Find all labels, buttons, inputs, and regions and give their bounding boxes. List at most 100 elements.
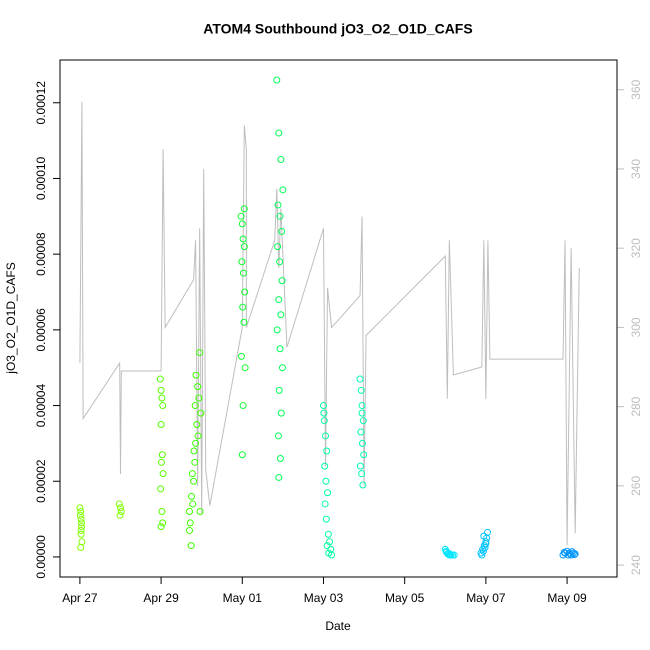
scatter-point — [237, 212, 245, 220]
scatter-point — [159, 402, 167, 410]
scatter-point — [158, 451, 166, 459]
scatter-point — [274, 243, 282, 251]
scatter-point — [478, 551, 486, 559]
scatter-point — [116, 504, 124, 512]
scatter-point — [78, 523, 86, 531]
scatter-point — [446, 550, 454, 558]
scatter-point — [195, 394, 203, 402]
y2-tick-label: 340 — [629, 159, 643, 179]
scatter-point — [274, 201, 282, 209]
scatter-point — [241, 364, 249, 372]
scatter-point — [479, 547, 487, 555]
scatter-point — [359, 417, 367, 425]
scatter-point — [188, 492, 196, 500]
scatter-point — [357, 386, 365, 394]
scatter-point — [276, 212, 284, 220]
scatter-point — [197, 409, 205, 417]
chart-title: ATOM4 Southbound jO3_O2_O1D_CAFS — [203, 21, 472, 37]
scatter-point — [328, 551, 336, 559]
scatter-point — [189, 500, 197, 508]
x-tick-label: May 07 — [466, 591, 506, 605]
scatter-point — [240, 243, 248, 251]
scatter-point — [76, 504, 84, 512]
scatter-point — [240, 318, 248, 326]
scatter-point — [158, 508, 166, 516]
scatter-point — [323, 447, 331, 455]
scatter-point — [321, 500, 329, 508]
scatter-point — [157, 420, 165, 428]
scatter-point — [320, 417, 328, 425]
scatter-point — [275, 296, 283, 304]
scatter-point — [192, 371, 200, 379]
scatter-point — [191, 402, 199, 410]
scatter-point — [274, 432, 282, 440]
scatter-point — [279, 186, 287, 194]
scatter-point — [194, 432, 202, 440]
scatter-point — [276, 455, 284, 463]
scatter-point — [157, 485, 165, 493]
y-tick-label: 0.00012 — [34, 81, 48, 125]
scatter-point — [360, 451, 368, 459]
scatter-point — [77, 530, 85, 538]
y2-tick-label: 360 — [629, 79, 643, 99]
scatter-point — [117, 508, 125, 516]
scatter-point — [190, 477, 198, 485]
scatter-point — [278, 364, 286, 372]
y-tick-label: 0.00008 — [34, 232, 48, 276]
scatter-point — [567, 551, 575, 559]
scatter-point — [322, 515, 330, 523]
scatter-point — [276, 258, 284, 266]
scatter-point — [481, 543, 489, 551]
scatter-point — [358, 439, 366, 447]
scatter-point — [240, 205, 248, 213]
scatter-point — [278, 277, 286, 285]
scatter-point — [356, 462, 364, 470]
scatter-point — [157, 386, 165, 394]
scatter-point — [482, 540, 490, 548]
scatter-point — [278, 227, 286, 235]
scatter-point — [324, 489, 332, 497]
scatter-point — [238, 451, 246, 459]
y2-tick-label: 320 — [629, 238, 643, 258]
scatter-point — [239, 235, 247, 243]
scatter-point — [238, 258, 246, 266]
scatter-point — [480, 532, 488, 540]
scatter-point — [357, 428, 365, 436]
scatter-point — [78, 519, 86, 527]
scatter-point — [275, 386, 283, 394]
scatter-point — [77, 508, 85, 516]
scatter-point — [319, 402, 327, 410]
scatter-point — [77, 526, 85, 534]
scatter-point — [322, 477, 330, 485]
y2-tick-label: 300 — [629, 317, 643, 337]
y2-tick-label: 280 — [629, 396, 643, 416]
scatter-point — [77, 515, 85, 523]
scatter-point — [76, 511, 84, 519]
scatter-point — [445, 549, 453, 557]
scatter-point — [157, 523, 165, 531]
scatter-point — [358, 470, 366, 478]
x-tick-label: Apr 29 — [143, 591, 179, 605]
scatter-point — [157, 458, 165, 466]
scatter-point — [186, 519, 194, 527]
scatter-point — [239, 303, 247, 311]
scatter-point — [275, 473, 283, 481]
y-tick-label: 0.00000 — [34, 535, 48, 579]
scatter-point — [570, 551, 578, 559]
scatter-point — [320, 409, 328, 417]
y-tick-label: 0.00010 — [34, 156, 48, 200]
scatter-point — [323, 542, 331, 550]
scatter-point — [159, 470, 167, 478]
scatter-point — [156, 375, 164, 383]
scatter-point — [277, 409, 285, 417]
scatter-point — [192, 439, 200, 447]
scatter-point — [241, 288, 249, 296]
scatter-point — [273, 326, 281, 334]
scatter-point — [191, 458, 199, 466]
scatter-point — [186, 526, 194, 534]
x-tick-label: May 05 — [385, 591, 425, 605]
scatter-point — [358, 409, 366, 417]
y-axis-label: jO3_O2_O1D_CAFS — [4, 262, 18, 374]
